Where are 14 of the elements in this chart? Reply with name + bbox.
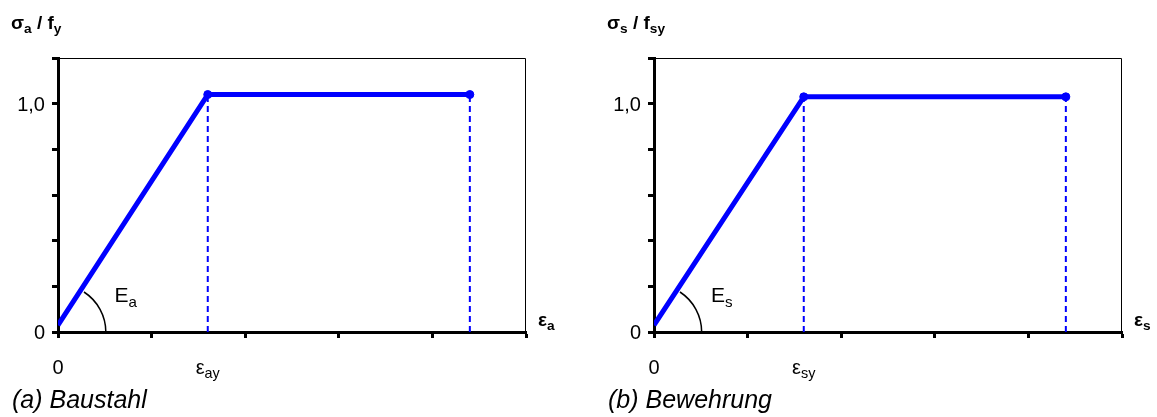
annotation: E$_{s}$ bbox=[710, 283, 733, 310]
x-axis-title: ε$_{a}$ bbox=[538, 309, 555, 334]
x-tick-label: 0 bbox=[52, 356, 64, 378]
annotation: E$_{a}$ bbox=[114, 283, 137, 310]
x-axis-title: ε$_{s}$ bbox=[1134, 309, 1151, 334]
y-axis-title: σ$_{a}$ / f$_{y}$ bbox=[11, 12, 62, 37]
y-axis-title: σ$_{s}$ / f$_{sy}$ bbox=[607, 12, 665, 37]
x-tick-label: ε$_{sy}$ bbox=[792, 356, 816, 382]
text: (b) Bewehrung bbox=[608, 385, 772, 414]
y-tick-label: 1,0 bbox=[17, 92, 45, 115]
x-tick-label: 0 bbox=[648, 356, 660, 378]
y-tick-label: 1,0 bbox=[613, 92, 641, 115]
x-tick-label: ε$_{ay}$ bbox=[195, 356, 220, 382]
text: (a) Baustahl bbox=[12, 385, 147, 414]
